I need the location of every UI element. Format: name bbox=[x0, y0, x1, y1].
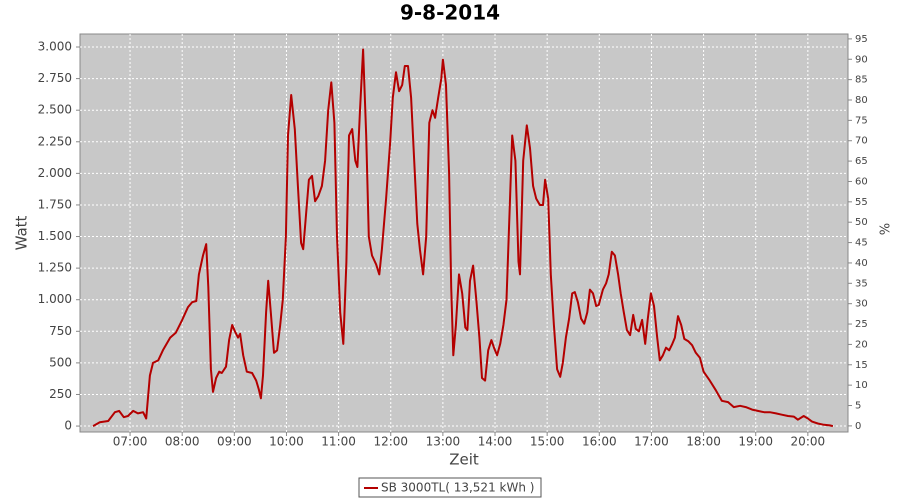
y-tick-label: 1.750 bbox=[38, 197, 72, 211]
y2-tick-label: 85 bbox=[855, 75, 868, 86]
y-tick-label: 2.000 bbox=[38, 166, 72, 180]
y2-tick-label: 95 bbox=[855, 34, 868, 45]
x-tick-label: 20:00 bbox=[791, 435, 826, 449]
x-tick-label: 11:00 bbox=[321, 435, 356, 449]
x-tick-label: 14:00 bbox=[478, 435, 513, 449]
legend-label: SB 3000TL( 13,521 kWh ) bbox=[381, 481, 534, 495]
y-axis-label: Watt bbox=[13, 215, 31, 250]
y-tick-label: 1.250 bbox=[38, 261, 72, 275]
y2-axis-label: % bbox=[876, 223, 891, 235]
y2-tick-label: 5 bbox=[855, 401, 861, 412]
x-tick-label: 09:00 bbox=[217, 435, 252, 449]
y2-tick-label: 90 bbox=[855, 54, 868, 65]
y2-tick-label: 45 bbox=[855, 238, 868, 249]
x-axis-label: Zeit bbox=[449, 451, 479, 469]
y2-tick-label: 15 bbox=[855, 360, 868, 371]
y2-tick-label: 30 bbox=[855, 299, 868, 310]
legend bbox=[358, 477, 542, 498]
y-tick-label: 1.500 bbox=[38, 229, 72, 243]
x-tick-label: 16:00 bbox=[582, 435, 617, 449]
x-tick-label: 10:00 bbox=[269, 435, 304, 449]
y-tick-label: 2.250 bbox=[38, 134, 72, 148]
chart-title: 9-8-2014 bbox=[400, 1, 500, 25]
x-tick-label: 12:00 bbox=[373, 435, 408, 449]
y-tick-label: 1.000 bbox=[38, 292, 72, 306]
y-tick-label: 2.750 bbox=[38, 71, 72, 85]
y2-tick-label: 80 bbox=[855, 95, 868, 106]
y2-tick-label: 20 bbox=[855, 339, 868, 350]
y2-tick-label: 25 bbox=[855, 319, 868, 330]
y-tick-label: 2.500 bbox=[38, 103, 72, 117]
y2-tick-label: 55 bbox=[855, 197, 868, 208]
y-tick-label: 750 bbox=[49, 324, 72, 338]
y2-tick-label: 65 bbox=[855, 156, 868, 167]
y2-tick-label: 75 bbox=[855, 115, 868, 126]
y-tick-label: 3.000 bbox=[38, 40, 72, 54]
y2-tick-label: 70 bbox=[855, 136, 868, 147]
y2-tick-label: 35 bbox=[855, 278, 868, 289]
y2-tick-label: 10 bbox=[855, 380, 868, 391]
x-tick-label: 17:00 bbox=[634, 435, 669, 449]
plot-area bbox=[79, 33, 849, 433]
x-tick-label: 07:00 bbox=[113, 435, 148, 449]
x-tick-label: 18:00 bbox=[686, 435, 721, 449]
x-tick-label: 13:00 bbox=[426, 435, 461, 449]
series-line bbox=[92, 48, 834, 428]
y-tick-label: 500 bbox=[49, 355, 72, 369]
y-tick-label: 250 bbox=[49, 387, 72, 401]
y2-tick-label: 50 bbox=[855, 217, 868, 228]
x-tick-label: 19:00 bbox=[738, 435, 773, 449]
x-tick-label: 08:00 bbox=[165, 435, 200, 449]
y2-tick-label: 0 bbox=[855, 421, 861, 432]
x-tick-label: 15:00 bbox=[530, 435, 565, 449]
y2-tick-label: 60 bbox=[855, 176, 868, 187]
y2-tick-label: 40 bbox=[855, 258, 868, 269]
y-tick-label: 0 bbox=[64, 419, 72, 433]
